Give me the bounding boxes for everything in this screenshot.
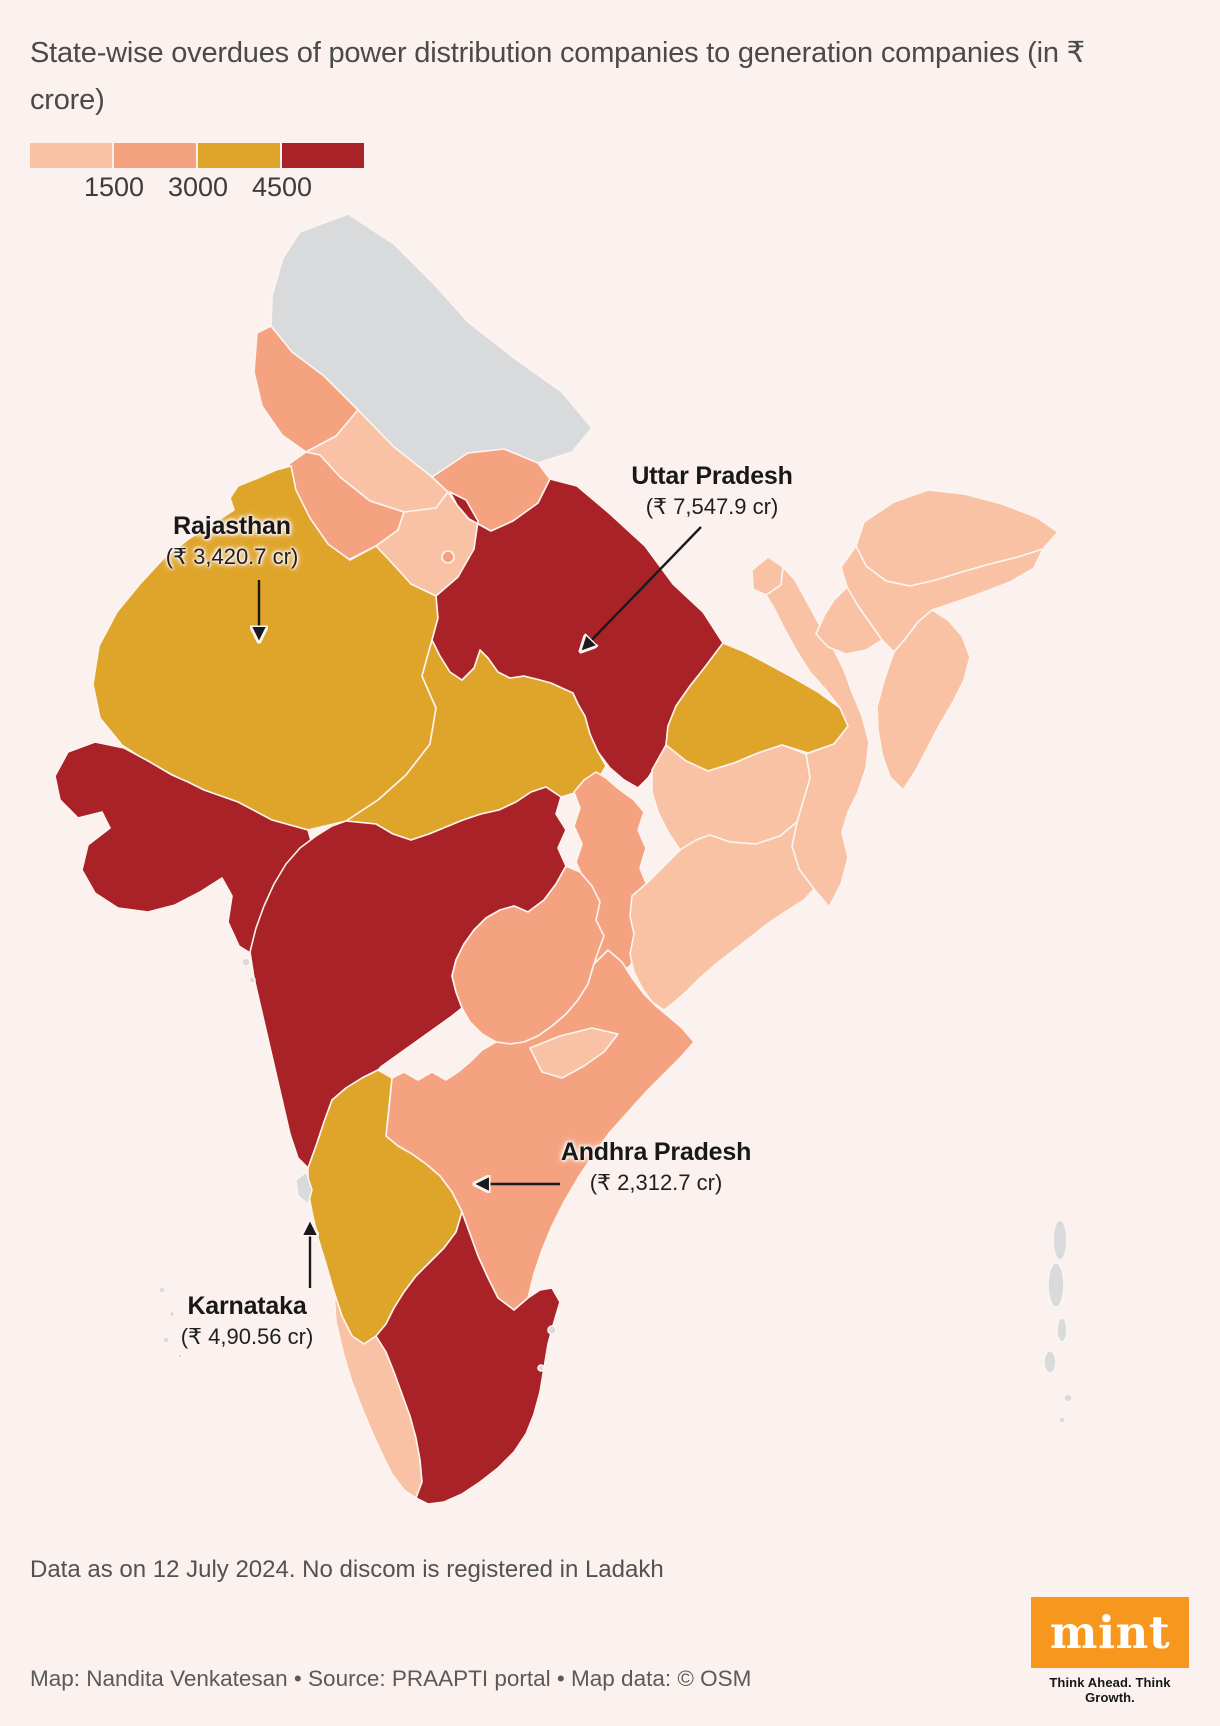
legend-swatch-band1 xyxy=(114,143,196,168)
annotation-andhra-pradesh-value: (₹ 2,312.7 cr) xyxy=(589,1170,723,1195)
annotation-karnataka-value: (₹ 4,90.56 cr) xyxy=(180,1324,314,1349)
arrow-uttar-pradesh xyxy=(582,526,702,650)
annotation-rajasthan-name: Rajasthan xyxy=(173,512,291,540)
mint-logo-box: mint xyxy=(1031,1597,1189,1668)
state-uttar-pradesh xyxy=(431,478,724,789)
legend-swatch-band0 xyxy=(30,143,112,168)
territory-daman-diu xyxy=(241,957,256,984)
annotation-andhra-pradesh-name: Andhra Pradesh xyxy=(560,1138,752,1166)
credits-line: Map: Nandita Venkatesan • Source: PRAAPT… xyxy=(30,1666,752,1691)
mint-tagline: Think Ahead. Think Growth. xyxy=(1049,1675,1171,1705)
annotation-rajasthan-value: (₹ 3,420.7 cr) xyxy=(165,544,299,569)
annotation-andhra-pradesh: Andhra Pradesh (₹ 2,312.7 cr) xyxy=(560,1138,752,1196)
legend-swatch-band2 xyxy=(198,143,280,168)
annotation-rajasthan: Rajasthan (₹ 3,420.7 cr) xyxy=(166,512,299,570)
state-andhra-coastal-enclave xyxy=(529,1027,619,1079)
legend-label-4500: 4500 xyxy=(251,172,313,202)
state-maharashtra xyxy=(249,786,567,1169)
annotation-uttar-pradesh-name: Uttar Pradesh xyxy=(631,462,793,490)
legend-swatch-band3 xyxy=(282,143,364,168)
annotation-uttar-pradesh-value: (₹ 7,547.9 cr) xyxy=(645,494,779,519)
state-goa xyxy=(295,1171,313,1205)
state-tamil-nadu xyxy=(375,1211,561,1505)
territory-lakshadweep xyxy=(158,1286,183,1359)
color-legend: 1500 3000 4500 xyxy=(30,143,390,203)
legend-label-1500: 1500 xyxy=(83,172,145,202)
state-northeast-hills xyxy=(876,609,971,791)
state-odisha xyxy=(629,821,815,1011)
mint-wordmark: mint xyxy=(1049,1606,1171,1659)
territory-andaman-nicobar xyxy=(1043,1219,1073,1424)
legend-label-3000: 3000 xyxy=(167,172,229,202)
annotation-uttar-pradesh: Uttar Pradesh (₹ 7,547.9 cr) xyxy=(631,462,793,520)
chart-title: State-wise overdues of power distributio… xyxy=(30,37,1085,116)
state-delhi xyxy=(441,550,455,564)
territory-puducherry xyxy=(537,1325,557,1372)
footnote: Data as on 12 July 2024. No discom is re… xyxy=(30,1556,664,1583)
annotation-karnataka: Karnataka (₹ 4,90.56 cr) xyxy=(181,1292,314,1350)
annotation-karnataka-name: Karnataka xyxy=(187,1292,307,1320)
state-meghalaya xyxy=(815,586,883,655)
mint-logo: mint Think Ahead. Think Growth. xyxy=(1031,1597,1189,1705)
